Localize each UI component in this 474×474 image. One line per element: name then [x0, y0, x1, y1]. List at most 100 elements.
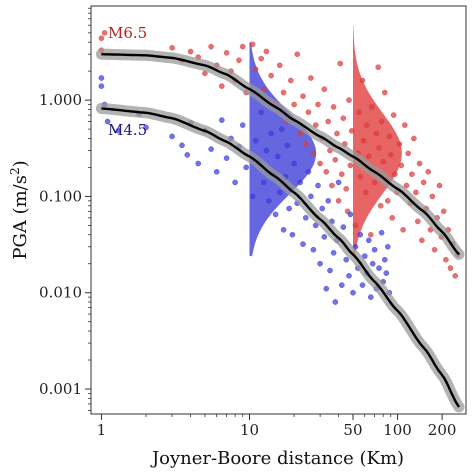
data-point-m6-5-24 — [276, 62, 283, 69]
data-point-m6-5-104 — [431, 246, 438, 253]
data-point-m6-5-20 — [260, 86, 267, 92]
x-tick-label: 10 — [240, 421, 259, 439]
data-point-m4-5-76 — [369, 260, 376, 267]
data-point-m6-5-0 — [98, 35, 105, 42]
data-point-m4-5-4 — [115, 127, 122, 134]
y-axis-title-sup: 2 — [8, 167, 22, 175]
data-point-m6-5-113 — [452, 272, 459, 279]
data-point-m6-5-42 — [325, 118, 332, 125]
data-point-m6-5-86 — [396, 141, 403, 147]
data-point-m4-5-0 — [98, 75, 105, 81]
data-point-m4-5-25 — [258, 109, 265, 115]
data-point-m4-5-71 — [359, 282, 366, 288]
data-point-m6-5-19 — [258, 55, 265, 62]
data-point-m4-5-65 — [346, 272, 352, 279]
data-point-m6-5-48 — [335, 197, 342, 204]
data-point-m4-5-74 — [365, 237, 372, 244]
data-point-m6-5-46 — [332, 156, 339, 163]
data-point-m4-5-53 — [321, 234, 328, 240]
data-point-m6-5-45 — [330, 104, 337, 110]
fit-curve-m4-5 — [101, 107, 461, 408]
data-point-m4-5-18 — [232, 179, 238, 186]
data-point-m4-5-80 — [378, 229, 385, 236]
data-point-m4-5-46 — [305, 168, 312, 175]
data-point-m4-5-51 — [317, 260, 323, 267]
data-point-m6-5-17 — [249, 41, 256, 48]
data-point-m6-5-111 — [447, 265, 454, 271]
data-point-m6-5-57 — [348, 127, 355, 134]
data-point-m6-5-70 — [371, 179, 378, 186]
data-point-m6-5-60 — [356, 109, 362, 115]
data-point-m6-5-96 — [414, 218, 421, 225]
x-tick-label: 100 — [383, 421, 412, 439]
data-point-m6-5-58 — [352, 222, 359, 229]
data-point-m6-5-15 — [239, 43, 246, 50]
data-point-m4-5-45 — [302, 214, 309, 221]
data-point-m6-5-89 — [401, 122, 408, 128]
data-point-m4-5-67 — [350, 289, 356, 296]
data-point-m6-5-14 — [236, 57, 242, 64]
data-point-m6-5-11 — [223, 50, 230, 56]
annotation-m6-5: M6.5 — [108, 24, 147, 42]
data-point-m4-5-48 — [310, 246, 317, 253]
data-point-m6-5-38 — [317, 160, 323, 167]
data-point-m4-5-50 — [315, 182, 321, 189]
data-point-m4-5-84 — [384, 243, 391, 250]
data-point-m4-5-83 — [383, 270, 390, 276]
data-point-m6-5-37 — [315, 101, 321, 108]
x-axis-title: Joyner-Boore distance (Km) — [150, 448, 404, 469]
data-point-m4-5-49 — [312, 222, 319, 229]
data-point-m4-5-82 — [381, 256, 388, 263]
data-point-m6-5-51 — [340, 115, 347, 121]
data-point-m6-5-97 — [416, 160, 423, 167]
x-tick-label: 1 — [97, 421, 107, 439]
data-point-m6-5-22 — [268, 72, 274, 79]
data-point-m4-5-58 — [330, 249, 337, 256]
data-point-m6-5-71 — [373, 130, 380, 137]
data-point-m6-5-35 — [310, 150, 317, 157]
data-point-m4-5-70 — [357, 231, 364, 238]
data-point-m6-5-66 — [365, 153, 372, 160]
data-point-m6-5-84 — [392, 171, 398, 177]
data-point-m4-5-61 — [335, 179, 342, 186]
data-point-m6-5-108 — [440, 208, 447, 215]
data-point-m4-5-32 — [274, 153, 281, 160]
y-tick-label: 0.010 — [39, 284, 82, 302]
data-point-m6-5-64 — [362, 189, 369, 196]
data-point-m6-5-30 — [297, 130, 304, 137]
data-point-m6-5-95 — [413, 189, 419, 196]
data-point-m4-5-77 — [371, 246, 378, 253]
data-point-m6-5-91 — [405, 150, 412, 157]
data-point-m6-5-31 — [300, 93, 306, 99]
data-point-m6-5-90 — [403, 182, 410, 189]
data-point-m6-5-75 — [378, 118, 385, 125]
distribution-m6-5 — [353, 25, 402, 257]
data-point-m4-5-21 — [243, 164, 249, 171]
data-point-m4-5-59 — [332, 299, 339, 305]
data-point-m6-5-103 — [429, 193, 436, 200]
data-point-m6-5-50 — [338, 171, 345, 177]
fitted-curves-layer — [95, 48, 465, 413]
data-point-m6-5-56 — [347, 162, 354, 169]
data-point-m4-5-54 — [323, 285, 330, 292]
x-tick-label: 200 — [428, 421, 457, 439]
data-point-m4-5-37 — [284, 142, 291, 149]
data-point-m4-5-11 — [195, 160, 201, 167]
fit-curve-m6-5 — [101, 53, 460, 256]
data-point-m4-5-28 — [265, 197, 272, 204]
data-point-m6-5-53 — [343, 185, 350, 192]
data-point-m6-5-33 — [305, 109, 312, 115]
data-point-m4-5-79 — [376, 265, 382, 271]
data-point-m6-5-77 — [381, 89, 388, 96]
data-point-m6-5-27 — [287, 77, 294, 84]
data-point-m4-5-31 — [272, 211, 279, 218]
data-point-m6-5-72 — [375, 64, 382, 70]
data-point-m6-5-67 — [367, 231, 374, 238]
data-point-m6-5-73 — [376, 144, 382, 151]
data-point-m6-5-18 — [252, 66, 259, 72]
data-point-m6-5-41 — [323, 168, 330, 175]
data-point-m6-5-83 — [390, 112, 397, 118]
data-point-m4-5-26 — [260, 179, 267, 186]
data-point-m6-5-55 — [346, 97, 352, 103]
data-point-m4-5-38 — [286, 205, 292, 212]
